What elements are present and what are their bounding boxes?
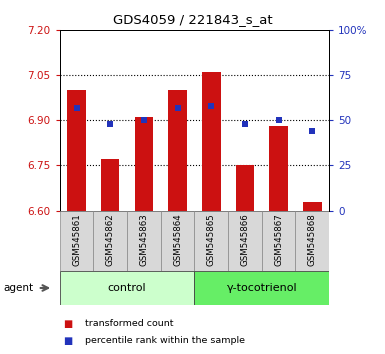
Bar — [303, 202, 321, 211]
Point — [174, 105, 181, 110]
Text: ■: ■ — [64, 336, 73, 346]
Point — [276, 118, 282, 123]
Bar — [127, 211, 161, 271]
Text: GSM545867: GSM545867 — [274, 213, 283, 266]
Text: GSM545863: GSM545863 — [139, 213, 148, 266]
Text: GSM545862: GSM545862 — [106, 213, 115, 266]
Bar — [93, 211, 127, 271]
Bar — [228, 211, 262, 271]
Text: GSM545868: GSM545868 — [308, 213, 317, 266]
Text: GSM545865: GSM545865 — [207, 213, 216, 266]
Bar — [296, 211, 329, 271]
Bar — [161, 211, 194, 271]
Bar — [101, 160, 119, 211]
Point — [242, 121, 248, 127]
Bar — [194, 211, 228, 271]
Text: agent: agent — [4, 283, 34, 293]
Text: GDS4059 / 221843_s_at: GDS4059 / 221843_s_at — [113, 13, 272, 27]
Point — [107, 121, 113, 127]
Text: ■: ■ — [64, 319, 73, 329]
Bar — [67, 90, 86, 211]
Bar — [194, 271, 329, 305]
Text: GSM545866: GSM545866 — [241, 213, 249, 266]
Text: GSM545864: GSM545864 — [173, 213, 182, 266]
Bar — [236, 166, 254, 211]
Point — [208, 103, 214, 109]
Bar — [262, 211, 296, 271]
Bar — [60, 271, 194, 305]
Bar — [60, 211, 93, 271]
Point — [141, 118, 147, 123]
Bar — [202, 72, 221, 211]
Text: GSM545861: GSM545861 — [72, 213, 81, 266]
Text: γ-tocotrienol: γ-tocotrienol — [226, 283, 297, 293]
Text: percentile rank within the sample: percentile rank within the sample — [85, 336, 245, 345]
Text: transformed count: transformed count — [85, 319, 173, 329]
Point — [309, 129, 315, 134]
Bar — [270, 126, 288, 211]
Bar — [135, 118, 153, 211]
Text: control: control — [108, 283, 146, 293]
Bar — [168, 90, 187, 211]
Point — [74, 105, 80, 110]
